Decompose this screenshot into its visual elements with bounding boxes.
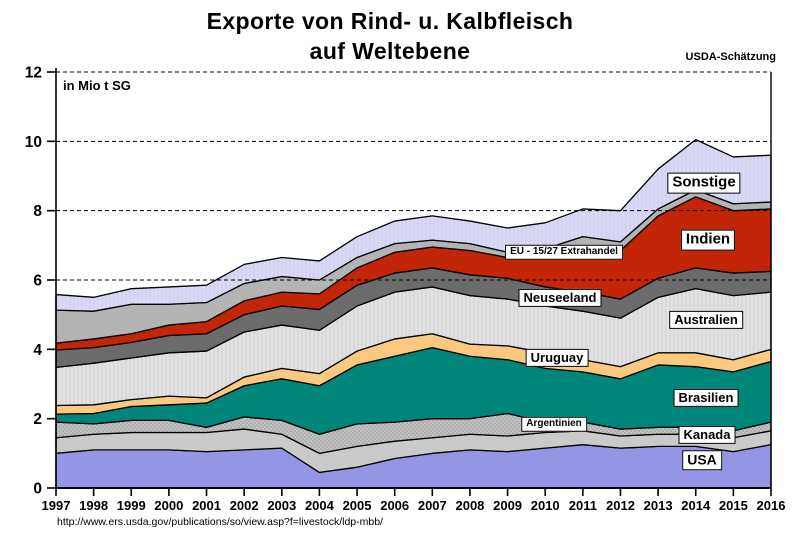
x-tick-label: 2000 xyxy=(154,498,183,513)
y-tick-label: 0 xyxy=(33,481,42,498)
x-tick-label: 2013 xyxy=(644,498,673,513)
area-bands xyxy=(55,138,772,489)
x-tick-label: 2005 xyxy=(343,498,372,513)
x-tick-label: 2007 xyxy=(418,498,447,513)
x-tick-label: 2011 xyxy=(569,498,597,513)
x-tick-label: 1999 xyxy=(117,498,146,513)
x-tick-label: 2008 xyxy=(455,498,484,513)
x-tick-label: 1997 xyxy=(42,498,71,513)
y-tick-label: 2 xyxy=(33,411,42,428)
x-tick-label: 2006 xyxy=(380,498,409,513)
x-axis-labels: 1997 1998 1999 2000 2001 2002 2003 2004 2005 2006… xyxy=(42,498,786,513)
x-tick-label: 2014 xyxy=(681,498,711,513)
y-tick-label: 4 xyxy=(33,342,42,359)
x-tick-label: 2001 xyxy=(192,498,221,513)
x-tick-label: 2004 xyxy=(305,498,335,513)
x-tick-label: 2015 xyxy=(719,498,748,513)
x-tick-label: 1998 xyxy=(79,498,108,513)
y-tick-label: 10 xyxy=(25,134,42,151)
x-tick-label: 2010 xyxy=(531,498,560,513)
y-tick-label: 6 xyxy=(33,273,42,290)
y-tick-label: 8 xyxy=(33,203,42,220)
x-tick-label: 2003 xyxy=(267,498,296,513)
x-tick-label: 2016 xyxy=(757,498,786,513)
y-tick-label: 12 xyxy=(25,65,42,82)
x-tick-label: 2009 xyxy=(493,498,522,513)
x-tick-label: 2002 xyxy=(230,498,259,513)
x-tick-label: 2012 xyxy=(606,498,635,513)
axes xyxy=(47,68,772,496)
gridlines-over xyxy=(56,71,771,281)
y-axis-labels: 0 2 4 6 8 10 12 xyxy=(25,65,43,498)
